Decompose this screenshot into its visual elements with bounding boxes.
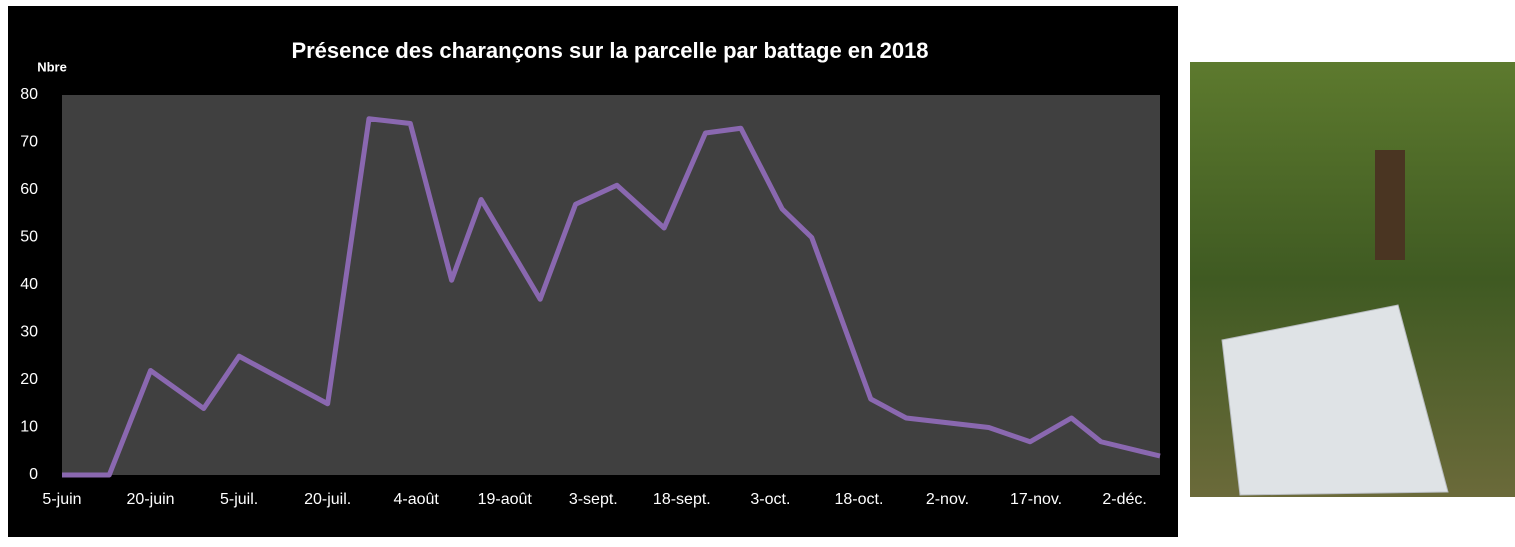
x-tick-label: 2-déc. <box>1102 491 1146 508</box>
y-tick-label: 0 <box>29 466 38 483</box>
y-tick-label: 20 <box>20 371 38 388</box>
y-tick-label: 80 <box>20 86 38 103</box>
y-tick-label: 40 <box>20 276 38 293</box>
y-tick-label: 30 <box>20 324 38 341</box>
photo <box>1190 62 1515 497</box>
x-tick-label: 20-juil. <box>304 491 351 508</box>
x-tick-label: 18-sept. <box>653 491 711 508</box>
x-tick-label: 17-nov. <box>1010 491 1062 508</box>
y-tick-label: 50 <box>20 229 38 246</box>
x-tick-label: 3-oct. <box>750 491 790 508</box>
y-tick-label: 60 <box>20 181 38 198</box>
y-axis-label: Nbre <box>37 59 67 74</box>
x-tick-label: 5-juil. <box>220 491 258 508</box>
x-tick-label: 19-août <box>478 491 533 508</box>
x-tick-label: 3-sept. <box>569 491 618 508</box>
x-tick-label: 18-oct. <box>834 491 883 508</box>
x-tick-label: 2-nov. <box>926 491 969 508</box>
y-tick-label: 70 <box>20 134 38 151</box>
x-tick-label: 5-juin <box>42 491 81 508</box>
x-tick-label: 20-juin <box>127 491 175 508</box>
chart-title: Présence des charançons sur la parcelle … <box>291 38 928 63</box>
page: Présence des charançons sur la parcelle … <box>0 0 1515 547</box>
figure: Présence des charançons sur la parcelle … <box>0 0 1515 542</box>
plot-area <box>62 95 1160 475</box>
photo-trunk <box>1375 150 1405 260</box>
y-tick-label: 10 <box>20 419 38 436</box>
x-tick-label: 4-août <box>394 491 440 508</box>
